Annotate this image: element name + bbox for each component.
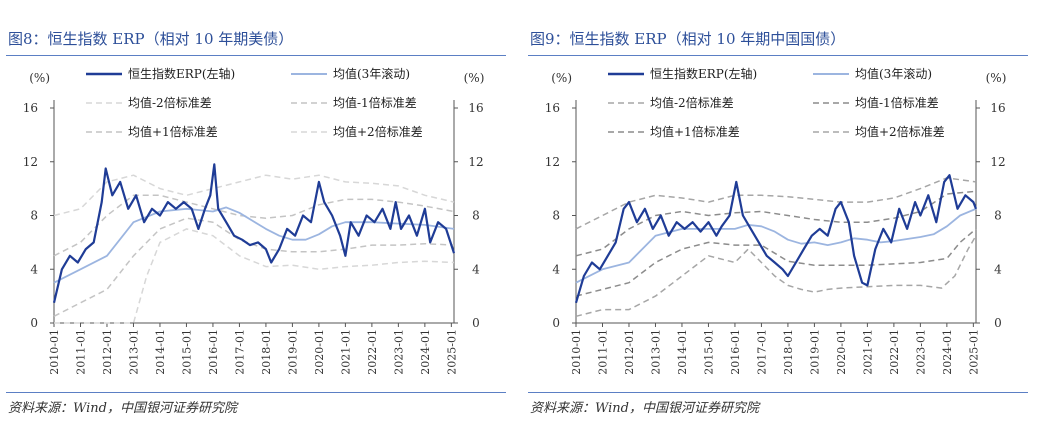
- x-tick-label: 2017-01: [233, 329, 246, 375]
- series-line-0: [574, 174, 978, 304]
- title-divider: [528, 55, 1028, 56]
- x-tick-label: 2016-01: [207, 329, 220, 375]
- x-tick-label: 2019-01: [286, 329, 299, 375]
- x-tick-label: 2013-01: [127, 329, 140, 375]
- series-line-4: [53, 194, 455, 257]
- y-tick-label-right: 0: [472, 316, 480, 330]
- x-tick-label: 2021-01: [339, 329, 352, 375]
- y-tick-label-right: 12: [990, 155, 1005, 169]
- legend-label: 均值-1倍标准差: [333, 95, 417, 110]
- x-tick-label: 2025-01: [445, 329, 458, 375]
- x-tick-label: 2023-01: [392, 329, 405, 375]
- y-tick-label-right: 16: [468, 101, 483, 115]
- x-tick-label: 2022-01: [888, 329, 901, 375]
- y-unit-right: (%): [464, 71, 485, 85]
- legend-label: 均值(3年滚动): [333, 66, 410, 81]
- x-tick-label: 2011-01: [74, 329, 87, 375]
- x-tick-label: 2014-01: [676, 329, 689, 375]
- series-line-0: [52, 163, 456, 304]
- x-tick-label: 2018-01: [260, 329, 273, 375]
- y-tick-label-left: 8: [552, 209, 560, 223]
- y-tick-label-left: 0: [552, 316, 560, 330]
- x-tick-label: 2012-01: [623, 329, 636, 375]
- source-divider: [528, 392, 1028, 393]
- y-tick-label-left: 4: [552, 262, 560, 276]
- series-line-2: [54, 228, 455, 324]
- x-tick-label: 2022-01: [366, 329, 379, 375]
- series-line-3: [575, 228, 977, 297]
- y-unit-left: (%): [29, 71, 50, 85]
- y-tick-label-right: 12: [468, 155, 483, 169]
- y-tick-label-right: 4: [994, 262, 1002, 276]
- x-tick-label: 2019-01: [808, 329, 821, 375]
- x-tick-label: 2012-01: [101, 329, 114, 375]
- series-line-4: [575, 190, 977, 257]
- y-unit-right: (%): [986, 71, 1007, 85]
- x-tick-label: 2025-01: [967, 329, 980, 375]
- chart-panel-left: 图8：恒生指数 ERP（相对 10 年期美债） (%) (%) 0 0 4 4 8 8 12 12…: [6, 0, 506, 435]
- legend-label: 恒生指数ERP(左轴): [650, 66, 757, 81]
- x-tick-label: 2024-01: [419, 329, 432, 375]
- legend-label: 均值+1倍标准差: [128, 124, 218, 139]
- title-divider: [6, 55, 506, 56]
- legend-label: 均值(3年滚动): [855, 66, 932, 81]
- source-divider: [6, 392, 506, 393]
- y-tick-label-right: 8: [994, 209, 1002, 223]
- legend-label: 恒生指数ERP(左轴): [128, 66, 235, 81]
- y-tick-label-left: 8: [30, 209, 38, 223]
- x-tick-label: 2015-01: [180, 329, 193, 375]
- y-tick-label-left: 12: [23, 155, 38, 169]
- y-tick-label-right: 0: [994, 316, 1002, 330]
- chart-title: 图8：恒生指数 ERP（相对 10 年期美债）: [8, 30, 294, 48]
- legend-label: 均值-2倍标准差: [128, 95, 212, 110]
- source-note: 资料来源：Wind，中国银河证券研究院: [8, 401, 237, 416]
- y-unit-left: (%): [551, 71, 572, 85]
- x-tick-label: 2013-01: [649, 329, 662, 375]
- series-line-2: [575, 235, 977, 318]
- y-tick-label-right: 4: [472, 262, 480, 276]
- x-tick-label: 2016-01: [729, 329, 742, 375]
- x-tick-label: 2021-01: [861, 329, 874, 375]
- x-tick-label: 2010-01: [48, 329, 61, 375]
- y-tick-label-left: 0: [30, 316, 38, 330]
- chart-title: 图9：恒生指数 ERP（相对 10 年期中国国债）: [530, 30, 846, 48]
- series-line-5: [575, 177, 977, 230]
- chart-panel-right: 图9：恒生指数 ERP（相对 10 年期中国国债） (%) (%) 0 0 4 4 8 8 12…: [528, 0, 1028, 435]
- legend-label: 均值+1倍标准差: [650, 124, 740, 139]
- y-tick-label-left: 16: [23, 101, 38, 115]
- legend-label: 均值-1倍标准差: [855, 95, 939, 110]
- chart-svg-left: (%) (%) 0 0 4 4 8 8 12 12 16 16 2010-01 2011-01 2012-0…: [23, 66, 485, 375]
- y-tick-label-right: 8: [472, 209, 480, 223]
- x-tick-label: 2020-01: [835, 329, 848, 375]
- series-line-3: [53, 217, 455, 317]
- x-tick-label: 2017-01: [755, 329, 768, 375]
- x-tick-label: 2024-01: [941, 329, 954, 375]
- x-tick-label: 2014-01: [154, 329, 167, 375]
- legend-label: 均值+2倍标准差: [333, 124, 423, 139]
- y-tick-label-left: 16: [545, 101, 560, 115]
- x-tick-label: 2015-01: [702, 329, 715, 375]
- series-line-5: [53, 174, 455, 217]
- legend-label: 均值+2倍标准差: [855, 124, 945, 139]
- x-tick-label: 2018-01: [782, 329, 795, 375]
- y-tick-label-left: 12: [545, 155, 560, 169]
- x-tick-label: 2010-01: [570, 329, 583, 375]
- x-tick-label: 2020-01: [313, 329, 326, 375]
- chart-svg-right: (%) (%) 0 0 4 4 8 8 12 12 16 16 2010-01 2011-01 2012-0…: [545, 66, 1007, 375]
- y-tick-label-right: 16: [990, 101, 1005, 115]
- x-tick-label: 2023-01: [914, 329, 927, 375]
- y-tick-label-left: 4: [30, 262, 38, 276]
- legend-label: 均值-2倍标准差: [650, 95, 734, 110]
- source-note: 资料来源：Wind，中国银河证券研究院: [530, 401, 759, 416]
- x-tick-label: 2011-01: [596, 329, 609, 375]
